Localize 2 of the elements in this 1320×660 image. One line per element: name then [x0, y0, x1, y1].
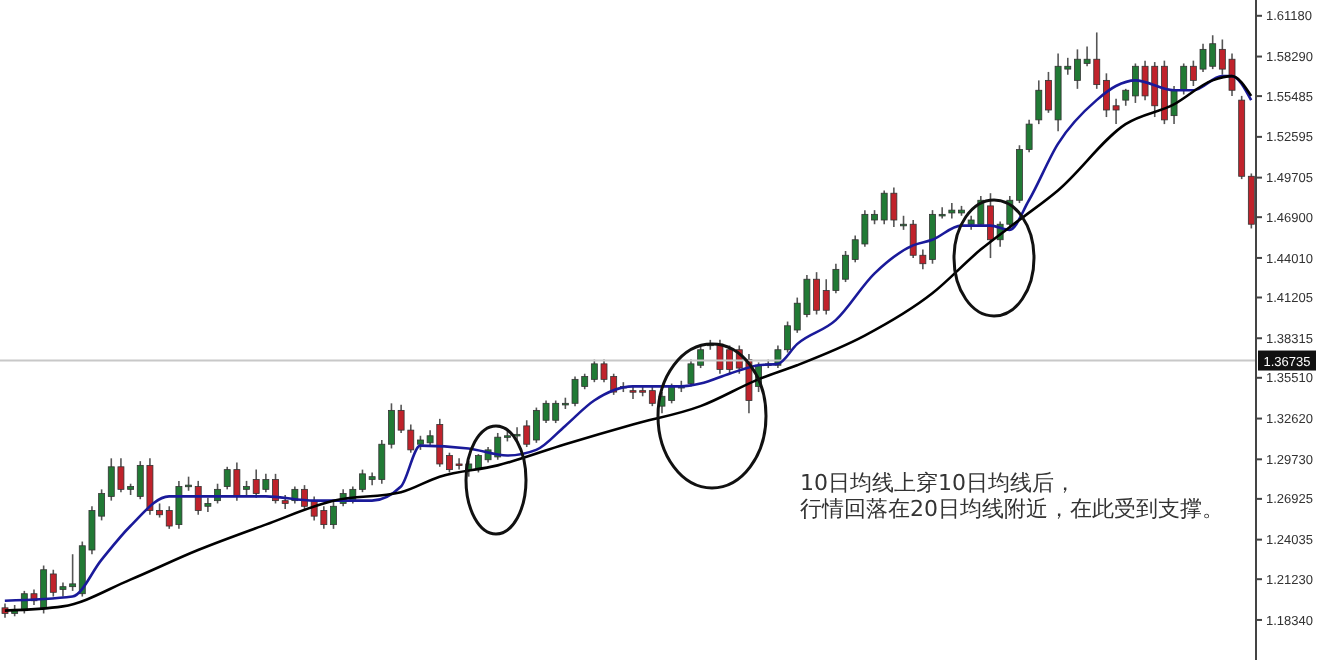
- annotation: 10日均线上穿10日均线后，: [800, 470, 1078, 496]
- annotation: 行情回落在20日均线附近，在此受到支撑。: [800, 496, 1224, 522]
